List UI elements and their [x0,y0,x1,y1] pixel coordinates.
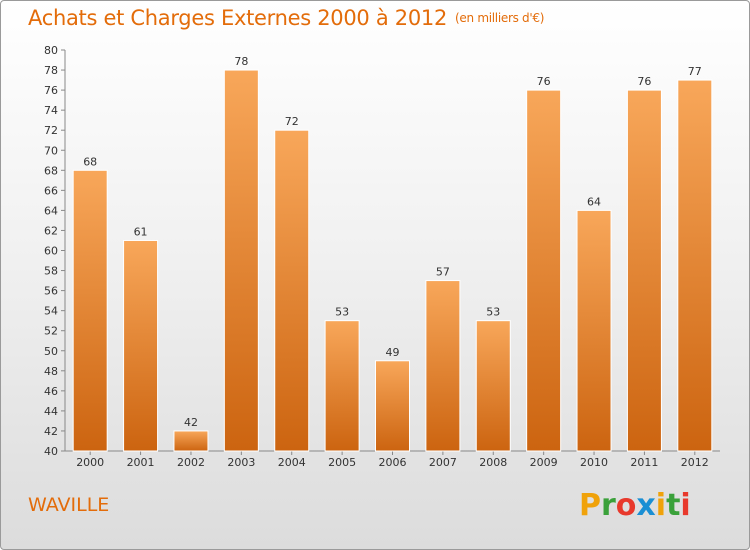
y-tick-label: 68 [44,164,58,177]
bar-value-label: 42 [184,416,198,429]
x-tick-label: 2001 [127,456,155,469]
y-tick-label: 40 [44,445,58,458]
y-tick-label: 70 [44,144,58,157]
bar-2001 [123,239,159,452]
logo-letter: P [579,488,601,523]
x-tick-label: 2011 [630,456,658,469]
logo-letter: t [666,488,681,523]
y-tick-label: 66 [44,184,58,197]
y-tick-label: 72 [44,124,58,137]
bar-value-label: 68 [83,155,97,168]
commune-name: WAVILLE [28,494,110,516]
x-tick-label: 2000 [76,456,104,469]
logo-letter: i [680,488,691,523]
bar-2007 [425,280,461,452]
bar-value-label: 72 [285,115,299,128]
x-tick-label: 2003 [227,456,255,469]
chart-bars [72,69,713,452]
x-tick-label: 2006 [379,456,407,469]
bar-2009 [526,89,562,452]
chart-unit: (en milliers d'€) [455,11,545,25]
logo-letter: x [636,488,656,523]
bar-2000 [72,169,108,452]
bar-2006 [375,360,410,452]
bar-value-label: 77 [688,65,702,78]
y-tick-label: 76 [44,84,58,97]
y-tick-label: 62 [44,224,58,237]
bar-value-label: 53 [335,306,349,319]
x-tick-label: 2005 [328,456,356,469]
x-tick-label: 2009 [530,456,558,469]
chart-title-text: Achats et Charges Externes 2000 à 2012 [28,6,448,30]
bar-2012 [677,79,713,452]
x-tick-label: 2002 [177,456,205,469]
chart-value-labels: 68 61 42 78 72 53 49 57 53 76 64 76 77 [83,55,702,429]
x-tick-label: 2007 [429,456,457,469]
y-tick-label: 58 [44,265,58,278]
bar-value-label: 53 [486,306,500,319]
bar-2005 [324,320,360,452]
bar-value-label: 57 [436,266,450,279]
bar-value-label: 49 [386,346,400,359]
x-tick-label: 2010 [580,456,608,469]
y-tick-label: 56 [44,285,58,298]
logo-letter: r [601,488,616,523]
y-tick-label: 74 [44,104,58,117]
logo-letter: o [615,488,637,523]
y-tick-label: 46 [44,385,58,398]
bar-2004 [274,129,310,452]
y-tick-label: 50 [44,345,58,358]
bar-value-label: 76 [637,75,651,88]
bar-value-label: 76 [537,75,551,88]
y-tick-label: 80 [44,44,58,57]
x-tick-label: 2012 [681,456,709,469]
x-tick-label: 2008 [479,456,507,469]
bar-value-label: 78 [234,55,248,68]
x-tick-label: 2004 [278,456,306,469]
y-tick-label: 54 [44,305,58,318]
bar-2011 [626,89,662,452]
chart-title: Achats et Charges Externes 2000 à 2012 (e… [28,6,544,30]
bar-value-label: 64 [587,195,601,208]
logo-letter: i [655,488,667,523]
y-tick-label: 64 [44,204,58,217]
y-tick-label: 42 [44,425,58,438]
y-tick-label: 44 [44,405,58,418]
y-tick-label: 60 [44,245,58,258]
bar-2010 [576,209,612,452]
bar-2008 [475,320,511,452]
y-tick-label: 52 [44,325,58,338]
bar-value-label: 61 [134,225,148,238]
proxiti-logo[interactable]: Proxiti [579,488,691,523]
y-tick-label: 78 [44,64,58,77]
bar-2002 [173,430,209,452]
y-tick-label: 48 [44,365,58,378]
bar-2003 [223,69,259,452]
